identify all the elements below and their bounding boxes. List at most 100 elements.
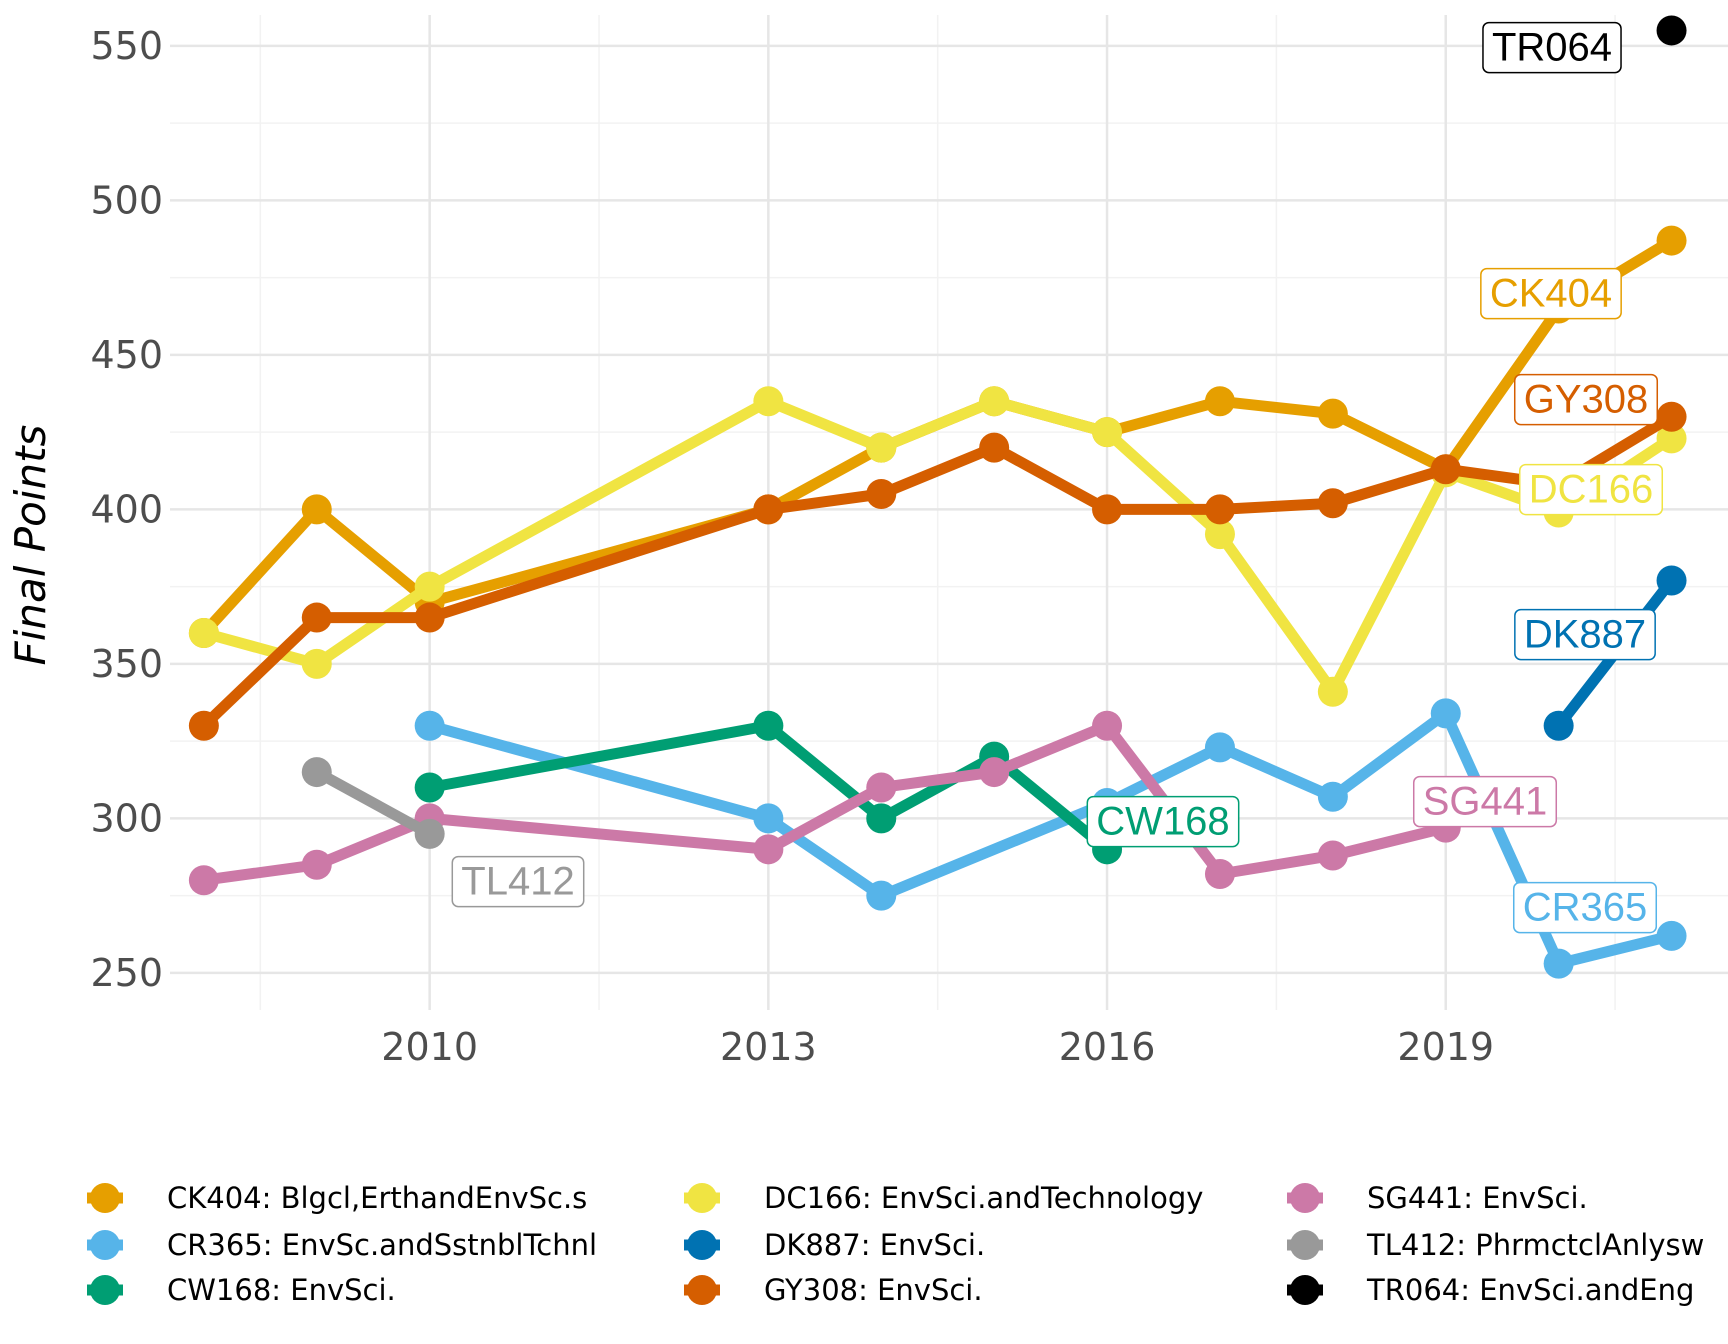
data-point bbox=[1656, 225, 1687, 256]
data-point bbox=[979, 432, 1010, 463]
grid-lines bbox=[170, 15, 1728, 1010]
end-label-cw168: CW168 bbox=[1086, 795, 1240, 848]
series-line bbox=[198, 720, 1452, 886]
series-gy308 bbox=[188, 401, 1687, 741]
legend-label: CW168: EnvSci. bbox=[167, 1273, 396, 1307]
end-label-box bbox=[1513, 373, 1659, 426]
legend-key-point bbox=[687, 1183, 717, 1213]
legend: CK404: Blgcl,ErthandEnvSc.s CR365: EnvSc.… bbox=[87, 1181, 1704, 1307]
legend-key-point bbox=[1290, 1183, 1320, 1213]
series-tr064 bbox=[1656, 15, 1687, 46]
end-label-box bbox=[1412, 775, 1558, 828]
legend-key-point bbox=[687, 1230, 717, 1260]
legend-label: CK404: Blgcl,ErthandEnvSc.s bbox=[167, 1181, 587, 1215]
data-point bbox=[414, 772, 445, 803]
end-label-tr064: TR064 bbox=[1482, 21, 1622, 74]
series-line bbox=[311, 766, 436, 840]
data-point bbox=[1656, 920, 1687, 951]
data-point bbox=[753, 494, 784, 525]
series-line bbox=[198, 411, 1678, 732]
data-point bbox=[753, 710, 784, 741]
y-tick-label: 350 bbox=[90, 642, 163, 686]
data-point bbox=[1430, 454, 1461, 485]
data-point bbox=[414, 818, 445, 849]
series-tl412 bbox=[301, 757, 445, 849]
data-point bbox=[753, 834, 784, 865]
legend-item-ck404: CK404: Blgcl,ErthandEnvSc.s bbox=[87, 1181, 587, 1215]
legend-key-point bbox=[1290, 1230, 1320, 1260]
data-point bbox=[1656, 401, 1687, 432]
end-label-sg441: SG441 bbox=[1412, 775, 1558, 828]
data-point bbox=[1317, 676, 1348, 707]
data-point bbox=[301, 849, 332, 880]
end-label-box bbox=[1512, 881, 1658, 934]
y-axis-ticks: 250 300 350 400 450 500 550 bbox=[90, 24, 163, 995]
data-point bbox=[1317, 488, 1348, 519]
legend-item-dc166: DC166: EnvSci.andTechnology bbox=[684, 1181, 1203, 1215]
legend-label: CR365: EnvSc.andSstnblTchnl bbox=[167, 1228, 597, 1262]
end-label-box bbox=[1480, 267, 1622, 320]
data-point bbox=[188, 865, 219, 896]
y-tick-label: 250 bbox=[90, 951, 163, 995]
end-label-text: CR365 bbox=[1523, 886, 1648, 930]
legend-item-cr365: CR365: EnvSc.andSstnblTchnl bbox=[87, 1228, 597, 1262]
data-point bbox=[1092, 494, 1123, 525]
series-cw168 bbox=[414, 710, 1123, 865]
series-dc166 bbox=[188, 386, 1687, 707]
end-label-box bbox=[1514, 608, 1656, 661]
legend-key-point bbox=[90, 1230, 120, 1260]
end-label-text: TR064 bbox=[1492, 26, 1612, 70]
end-labels: CK404 CR365 CW168 DC166 DK887 GY308 SG441 TL412… bbox=[451, 21, 1664, 934]
legend-label: SG441: EnvSci. bbox=[1367, 1181, 1588, 1215]
y-tick-label: 500 bbox=[90, 178, 163, 222]
legend-item-tl412: TL412: PhrmctclAnlysw bbox=[1287, 1228, 1704, 1262]
data-point bbox=[414, 571, 445, 602]
data-point bbox=[1317, 840, 1348, 871]
data-point bbox=[753, 803, 784, 834]
data-point bbox=[1092, 710, 1123, 741]
legend-label: DK887: EnvSci. bbox=[764, 1228, 985, 1262]
data-point bbox=[979, 757, 1010, 788]
data-point bbox=[866, 803, 897, 834]
legend-item-cw168: CW168: EnvSci. bbox=[87, 1273, 396, 1307]
data-point bbox=[1317, 398, 1348, 429]
legend-label: DC166: EnvSci.andTechnology bbox=[764, 1181, 1203, 1215]
end-label-dk887: DK887 bbox=[1514, 608, 1656, 661]
y-axis-title: Final Points bbox=[6, 425, 55, 666]
end-label-box bbox=[1518, 463, 1664, 516]
data-point bbox=[1317, 781, 1348, 812]
data-point bbox=[414, 602, 445, 633]
end-label-text: SG441 bbox=[1423, 780, 1548, 824]
legend-key-point bbox=[90, 1275, 120, 1305]
legend-key-point bbox=[90, 1183, 120, 1213]
x-tick-label: 2013 bbox=[720, 1025, 817, 1069]
legend-label: TL412: PhrmctclAnlysw bbox=[1366, 1228, 1704, 1262]
data-point bbox=[414, 710, 445, 741]
legend-key-point bbox=[1290, 1275, 1320, 1305]
legend-label: GY308: EnvSci. bbox=[764, 1273, 983, 1307]
end-label-text: TL412 bbox=[461, 860, 574, 904]
data-point bbox=[866, 880, 897, 911]
data-point bbox=[1204, 859, 1235, 890]
data-point bbox=[866, 432, 897, 463]
legend-item-dk887: DK887: EnvSci. bbox=[684, 1228, 985, 1262]
series-line bbox=[198, 395, 1678, 698]
data-point bbox=[1543, 710, 1574, 741]
y-tick-label: 550 bbox=[90, 24, 163, 68]
data-point bbox=[301, 494, 332, 525]
x-tick-label: 2010 bbox=[381, 1025, 478, 1069]
x-tick-label: 2019 bbox=[1397, 1025, 1494, 1069]
legend-label: TR064: EnvSci.andEng bbox=[1366, 1273, 1694, 1307]
y-tick-label: 400 bbox=[90, 487, 163, 531]
series-layer bbox=[188, 15, 1687, 979]
data-point bbox=[188, 618, 219, 649]
end-label-text: CW168 bbox=[1096, 800, 1229, 844]
data-point bbox=[753, 386, 784, 417]
data-point bbox=[1656, 423, 1687, 454]
end-label-text: GY308 bbox=[1524, 378, 1649, 422]
data-point bbox=[301, 602, 332, 633]
x-tick-label: 2016 bbox=[1059, 1025, 1156, 1069]
end-label-text: CK404 bbox=[1490, 272, 1612, 316]
